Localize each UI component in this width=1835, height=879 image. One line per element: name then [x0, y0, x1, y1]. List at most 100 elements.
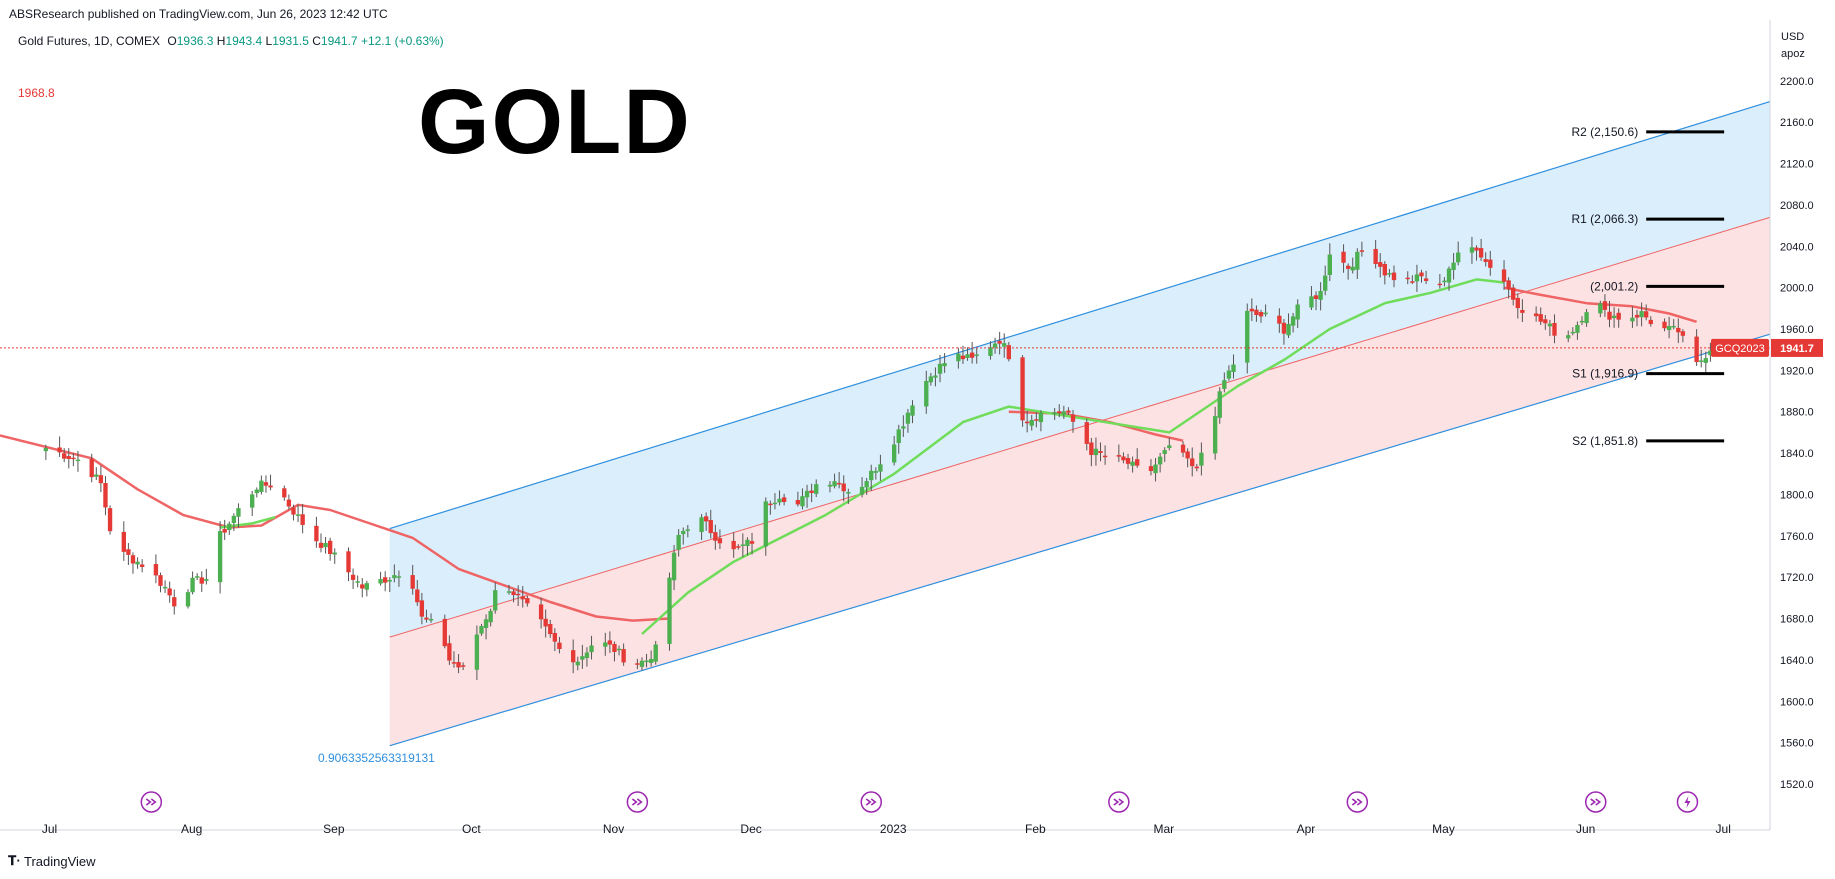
- candle-body: [956, 353, 961, 362]
- x-tick-label: Jul: [42, 822, 57, 836]
- candle-body: [740, 544, 746, 546]
- candle-body: [194, 576, 200, 578]
- candle-body: [1148, 466, 1154, 472]
- candle-body: [997, 340, 1002, 344]
- axis-unit: apoz: [1781, 48, 1805, 60]
- pivot-level-label: R1 (2,066.3): [1571, 212, 1638, 226]
- candle-body: [749, 541, 755, 544]
- x-tick-label: Feb: [1025, 822, 1046, 836]
- candle-body: [1634, 314, 1640, 318]
- candle-body: [603, 642, 608, 647]
- candle-body: [777, 498, 782, 503]
- price-tag-bg: [1771, 338, 1823, 357]
- y-tick-label: 1880.0: [1780, 407, 1814, 419]
- candle-body: [846, 492, 851, 494]
- x-tick-label: Nov: [603, 822, 624, 836]
- event-markers[interactable]: [140, 791, 1699, 813]
- candle-body: [575, 661, 580, 666]
- candle-body: [227, 523, 232, 531]
- y-tick-label: 2040.0: [1780, 241, 1814, 253]
- forward-event-icon[interactable]: [1108, 791, 1130, 813]
- candle-body: [1483, 259, 1488, 262]
- candle-body: [483, 619, 489, 629]
- forward-event-icon[interactable]: [626, 791, 649, 813]
- candle-body: [1405, 277, 1410, 280]
- candle-body: [291, 507, 296, 515]
- candle-body: [332, 552, 337, 555]
- candle-body: [965, 354, 970, 358]
- candle-body: [1052, 412, 1057, 414]
- candle-body: [442, 618, 447, 647]
- ticker-tag-bg: [1711, 338, 1769, 357]
- candle-body: [190, 577, 195, 593]
- candle-body: [250, 494, 255, 508]
- close-value: 1941.7: [320, 34, 358, 48]
- forward-event-icon[interactable]: [140, 791, 163, 813]
- candle-body: [1084, 422, 1089, 444]
- candle-body: [1630, 317, 1635, 322]
- candle-body: [772, 502, 778, 505]
- candle-body: [1153, 464, 1158, 474]
- candle-body: [355, 581, 360, 583]
- candle-body: [1547, 323, 1553, 327]
- candle-body: [1478, 248, 1484, 258]
- candle-body: [1666, 326, 1672, 331]
- candle-body: [1194, 466, 1199, 469]
- candle-body: [1423, 278, 1429, 281]
- candle-body: [94, 474, 99, 477]
- candle-body: [410, 575, 415, 589]
- forward-glyph: [1113, 798, 1125, 806]
- x-tick-label: Mar: [1153, 822, 1174, 836]
- candle-body: [447, 643, 452, 661]
- candle-body: [1286, 323, 1291, 336]
- candle-body: [378, 579, 383, 584]
- forward-event-icon[interactable]: [1346, 791, 1369, 813]
- candle-body: [1584, 312, 1589, 324]
- candle-body: [1290, 316, 1296, 326]
- footer: 𝐓∙ TradingView: [8, 853, 96, 869]
- candle-body: [580, 656, 585, 660]
- candle-body: [1190, 458, 1195, 467]
- candle-body: [1029, 419, 1034, 426]
- pivot-level-label: S1 (1,916.9): [1572, 367, 1638, 381]
- candle-body: [869, 470, 874, 481]
- candle-body: [350, 574, 356, 580]
- candle-body: [960, 355, 966, 360]
- symbol-legend: Gold Futures, 1D, COMEX O1936.3 H1943.4 …: [18, 34, 444, 48]
- low-label: L: [265, 34, 273, 48]
- candle-body: [1602, 301, 1608, 310]
- forward-event-icon[interactable]: [1585, 791, 1607, 813]
- candle-body: [236, 508, 241, 517]
- candle-body: [1038, 412, 1044, 423]
- y-tick-label: 1640.0: [1780, 655, 1814, 667]
- open-label: O: [167, 34, 177, 48]
- candle-body: [1387, 273, 1392, 275]
- candle-body: [286, 499, 292, 507]
- candle-body: [139, 564, 145, 567]
- candle-body: [713, 532, 718, 541]
- candle-body: [1093, 448, 1099, 456]
- candle-body: [1680, 331, 1686, 336]
- candle-body: [795, 500, 801, 505]
- candle-body: [543, 618, 548, 627]
- candle-body: [1533, 313, 1539, 317]
- lightning-event-icon[interactable]: [1676, 791, 1699, 813]
- candle-body: [1543, 319, 1548, 324]
- y-tick-label: 1960.0: [1780, 324, 1814, 336]
- candle-body: [1474, 247, 1479, 251]
- candle-body: [1676, 327, 1681, 333]
- candle-body: [992, 343, 998, 348]
- high-value: 1943.4: [225, 34, 263, 48]
- candle-body: [901, 426, 906, 429]
- pivot-levels: R2 (2,150.6) R1 (2,066.3) (2,001.2) S1 (1,9…: [0, 125, 1823, 448]
- candle-body: [1607, 311, 1612, 320]
- candle-body: [1345, 265, 1351, 269]
- forward-event-icon[interactable]: [860, 791, 882, 813]
- candle-body: [933, 375, 938, 378]
- candle-body: [1217, 391, 1222, 418]
- tradingview-logo-icon: 𝐓∙: [8, 853, 20, 868]
- candle-body: [1442, 280, 1447, 283]
- candle-body: [1212, 416, 1218, 454]
- candle-body: [419, 600, 425, 617]
